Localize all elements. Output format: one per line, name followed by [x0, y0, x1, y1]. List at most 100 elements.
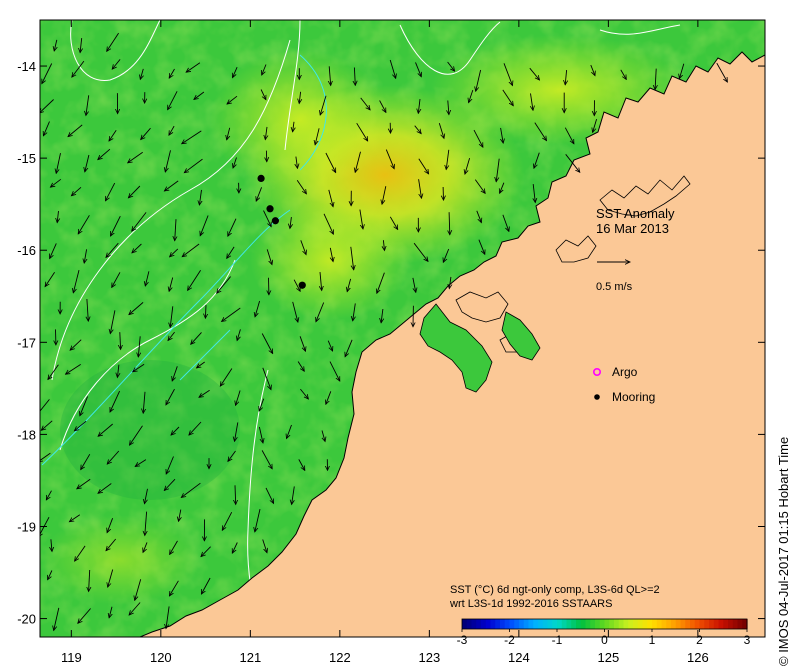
current-vector: [385, 149, 394, 169]
current-vector: [166, 456, 174, 475]
current-vector: [197, 361, 205, 368]
current-vector: [345, 339, 353, 357]
sst-contour: [51, 39, 291, 381]
longitude-axis: 119 120 121 122 123 124 125 126: [61, 20, 709, 665]
colorbar-swatch: [462, 619, 468, 629]
colorbar-swatch: [652, 619, 658, 629]
current-vector: [106, 182, 116, 201]
lat-tick-label: -16: [17, 243, 36, 258]
current-vector: [186, 62, 201, 72]
cool-patch: [60, 360, 240, 500]
current-vector: [164, 478, 176, 490]
current-vector: [145, 511, 147, 536]
current-vector: [128, 151, 143, 163]
current-vector: [350, 246, 354, 270]
current-vector: [565, 70, 566, 85]
colorbar-swatch: [728, 619, 734, 629]
current-vector: [474, 179, 485, 194]
current-vector: [222, 307, 241, 322]
current-vector: [110, 310, 116, 333]
current-vector: [140, 68, 143, 80]
current-vector: [325, 152, 336, 173]
lon-tick-label: 121: [239, 650, 261, 665]
current-vector: [108, 569, 114, 588]
current-vector: [255, 508, 261, 532]
colorbar-swatch: [500, 619, 506, 629]
current-vector: [446, 149, 449, 170]
colorbar-tick-label: 2: [696, 633, 703, 647]
colorbar-swatch: [580, 619, 587, 629]
current-vector: [529, 67, 540, 80]
current-vector: [138, 336, 140, 357]
current-vector: [227, 95, 238, 104]
current-vector: [534, 152, 540, 169]
current-vector: [191, 332, 202, 344]
warm-anomaly-lobe: [40, 515, 200, 605]
current-vector: [141, 127, 151, 139]
colorbar-swatch: [656, 619, 663, 629]
current-vector: [199, 389, 210, 397]
current-vector: [165, 150, 171, 172]
current-vector: [179, 509, 181, 522]
current-vector: [564, 127, 574, 144]
current-vector: [316, 302, 325, 322]
current-vector: [128, 185, 141, 198]
current-vector: [80, 396, 89, 415]
current-vector: [132, 243, 142, 253]
current-vector: [415, 62, 422, 76]
colorbar-swatch: [618, 619, 625, 629]
current-vector: [315, 128, 320, 145]
colorbar-swatch: [718, 619, 724, 629]
colorbar-swatch: [590, 619, 596, 629]
colorbar-caption-line2: wrt L3S-1d 1992-2016 SSTAARS: [449, 598, 612, 610]
lat-tick-label: -17: [17, 335, 36, 350]
current-vector: [298, 459, 305, 470]
sea-inlet: [419, 303, 493, 393]
current-vector: [469, 89, 474, 103]
current-vector: [164, 180, 179, 191]
colorbar-swatch: [642, 619, 648, 629]
current-vector: [57, 210, 58, 223]
mooring-legend-label: Mooring: [612, 390, 655, 404]
current-vector: [170, 540, 178, 555]
current-vector: [389, 59, 396, 78]
current-vector: [502, 89, 514, 106]
current-vector: [620, 69, 627, 80]
current-vector: [496, 158, 500, 182]
current-vector: [78, 215, 90, 234]
current-vector: [98, 148, 111, 159]
current-vector: [228, 450, 236, 461]
current-vector: [54, 39, 57, 51]
colorbar-swatch: [490, 619, 496, 629]
plot-frame: [39, 19, 766, 638]
current-vector: [323, 213, 333, 234]
colorbar-swatch: [680, 619, 686, 629]
current-vector: [78, 608, 91, 624]
current-vector: [260, 89, 266, 100]
current-vector: [330, 247, 333, 262]
colorbar-swatch: [666, 619, 672, 629]
current-vector: [533, 184, 535, 202]
current-vector: [320, 272, 322, 290]
current-vector: [297, 361, 304, 372]
current-vector: [449, 276, 451, 289]
current-vector: [478, 239, 485, 255]
current-vector: [347, 278, 352, 292]
current-vector: [70, 339, 82, 351]
current-vector: [77, 478, 91, 489]
lon-tick-label: 120: [150, 650, 172, 665]
current-vector: [235, 422, 239, 441]
current-vector: [217, 276, 231, 294]
argo-legend-label: Argo: [612, 365, 638, 379]
current-vector: [117, 364, 119, 378]
current-vector: [383, 240, 384, 250]
current-vector: [182, 243, 200, 257]
current-vector: [74, 420, 87, 431]
current-vector: [169, 277, 174, 292]
current-vector: [235, 485, 236, 504]
current-vector: [328, 189, 333, 207]
current-vector: [84, 249, 86, 263]
current-vector: [418, 99, 420, 113]
current-vector: [322, 430, 325, 442]
colorbar-swatch: [476, 619, 482, 629]
